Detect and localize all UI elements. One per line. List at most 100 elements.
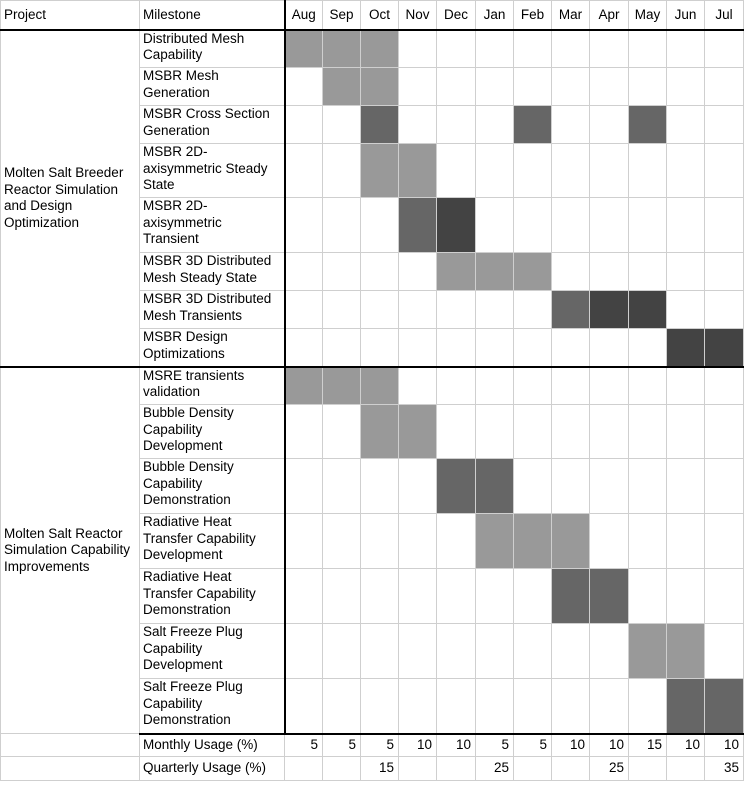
schedule-cell-mar[interactable]: [551, 623, 590, 679]
schedule-cell-jan[interactable]: [475, 568, 514, 624]
schedule-cell-may[interactable]: [628, 252, 667, 291]
schedule-cell-dec[interactable]: [436, 568, 476, 624]
quarterly-usage-value[interactable]: 25: [589, 756, 629, 781]
schedule-cell-jan[interactable]: [475, 252, 514, 291]
schedule-cell-jul[interactable]: [704, 197, 744, 253]
schedule-cell-nov[interactable]: [398, 143, 437, 198]
schedule-cell-jun[interactable]: [666, 28, 705, 68]
schedule-cell-oct[interactable]: [360, 458, 399, 514]
schedule-cell-jun[interactable]: [666, 328, 705, 367]
schedule-cell-jan[interactable]: [475, 143, 514, 198]
schedule-cell-oct[interactable]: [360, 197, 399, 253]
schedule-cell-oct[interactable]: [360, 105, 399, 144]
schedule-cell-sep[interactable]: [322, 365, 361, 405]
schedule-cell-sep[interactable]: [322, 404, 361, 459]
schedule-cell-jan[interactable]: [475, 105, 514, 144]
schedule-cell-oct[interactable]: [360, 568, 399, 624]
schedule-cell-nov[interactable]: [398, 290, 437, 329]
schedule-cell-sep[interactable]: [322, 678, 361, 735]
schedule-cell-jun[interactable]: [666, 290, 705, 329]
monthly-usage-value[interactable]: 5: [475, 733, 514, 757]
quarterly-usage-value[interactable]: 15: [360, 756, 399, 781]
schedule-cell-aug[interactable]: [283, 252, 323, 291]
schedule-cell-feb[interactable]: [513, 252, 552, 291]
schedule-cell-aug[interactable]: [283, 197, 323, 253]
schedule-cell-sep[interactable]: [322, 143, 361, 198]
month-header-jul[interactable]: Jul: [704, 0, 744, 30]
schedule-cell-jan[interactable]: [475, 365, 514, 405]
schedule-cell-dec[interactable]: [436, 252, 476, 291]
empty-cell[interactable]: [284, 756, 323, 781]
schedule-cell-jan[interactable]: [475, 28, 514, 68]
schedule-cell-apr[interactable]: [589, 623, 629, 679]
monthly-usage-value[interactable]: 5: [284, 733, 323, 757]
schedule-cell-dec[interactable]: [436, 67, 476, 106]
quarterly-usage-value[interactable]: 35: [704, 756, 744, 781]
schedule-cell-jan[interactable]: [475, 678, 514, 735]
schedule-cell-nov[interactable]: [398, 458, 437, 514]
schedule-cell-feb[interactable]: [513, 568, 552, 624]
schedule-cell-feb[interactable]: [513, 458, 552, 514]
schedule-cell-dec[interactable]: [436, 328, 476, 367]
schedule-cell-oct[interactable]: [360, 623, 399, 679]
schedule-cell-jul[interactable]: [704, 105, 744, 144]
month-header-mar[interactable]: Mar: [551, 0, 590, 30]
schedule-cell-jun[interactable]: [666, 568, 705, 624]
schedule-cell-aug[interactable]: [283, 67, 323, 106]
monthly-usage-value[interactable]: 5: [513, 733, 552, 757]
schedule-cell-apr[interactable]: [589, 513, 629, 569]
schedule-cell-apr[interactable]: [589, 290, 629, 329]
schedule-cell-jan[interactable]: [475, 197, 514, 253]
schedule-cell-oct[interactable]: [360, 365, 399, 405]
milestone-cell[interactable]: Radiative Heat Transfer Capability Devel…: [139, 513, 285, 569]
schedule-cell-aug[interactable]: [283, 458, 323, 514]
schedule-cell-may[interactable]: [628, 568, 667, 624]
schedule-cell-jan[interactable]: [475, 67, 514, 106]
schedule-cell-feb[interactable]: [513, 290, 552, 329]
month-header-apr[interactable]: Apr: [589, 0, 629, 30]
schedule-cell-apr[interactable]: [589, 568, 629, 624]
schedule-cell-feb[interactable]: [513, 197, 552, 253]
schedule-cell-may[interactable]: [628, 28, 667, 68]
schedule-cell-may[interactable]: [628, 458, 667, 514]
schedule-cell-mar[interactable]: [551, 458, 590, 514]
schedule-cell-aug[interactable]: [283, 513, 323, 569]
schedule-cell-apr[interactable]: [589, 143, 629, 198]
empty-cell[interactable]: [513, 756, 552, 781]
schedule-cell-oct[interactable]: [360, 404, 399, 459]
monthly-usage-value[interactable]: 10: [589, 733, 629, 757]
milestone-cell[interactable]: Bubble Density Capability Demonstration: [139, 458, 285, 514]
milestone-cell[interactable]: MSBR 3D Distributed Mesh Transients: [139, 290, 285, 329]
schedule-cell-aug[interactable]: [283, 568, 323, 624]
schedule-cell-nov[interactable]: [398, 67, 437, 106]
schedule-cell-feb[interactable]: [513, 365, 552, 405]
schedule-cell-jun[interactable]: [666, 67, 705, 106]
schedule-cell-aug[interactable]: [283, 28, 323, 68]
schedule-cell-oct[interactable]: [360, 678, 399, 735]
milestone-cell[interactable]: MSRE transients validation: [139, 365, 285, 405]
milestone-cell[interactable]: Bubble Density Capability Development: [139, 404, 285, 459]
month-header-may[interactable]: May: [628, 0, 667, 30]
schedule-cell-aug[interactable]: [283, 678, 323, 735]
schedule-cell-dec[interactable]: [436, 623, 476, 679]
schedule-cell-sep[interactable]: [322, 290, 361, 329]
empty-cell[interactable]: [666, 756, 705, 781]
milestone-cell[interactable]: Salt Freeze Plug Capability Development: [139, 623, 285, 679]
schedule-cell-dec[interactable]: [436, 197, 476, 253]
schedule-cell-mar[interactable]: [551, 290, 590, 329]
monthly-usage-value[interactable]: 5: [360, 733, 399, 757]
schedule-cell-jul[interactable]: [704, 623, 744, 679]
monthly-usage-value[interactable]: 10: [666, 733, 705, 757]
month-header-oct[interactable]: Oct: [360, 0, 399, 30]
empty-cell[interactable]: [551, 756, 590, 781]
schedule-cell-apr[interactable]: [589, 365, 629, 405]
schedule-cell-nov[interactable]: [398, 513, 437, 569]
schedule-cell-apr[interactable]: [589, 197, 629, 253]
month-header-jun[interactable]: Jun: [666, 0, 705, 30]
empty-cell[interactable]: [436, 756, 476, 781]
schedule-cell-may[interactable]: [628, 67, 667, 106]
month-header-aug[interactable]: Aug: [283, 0, 323, 30]
schedule-cell-dec[interactable]: [436, 513, 476, 569]
schedule-cell-jun[interactable]: [666, 458, 705, 514]
schedule-cell-feb[interactable]: [513, 328, 552, 367]
